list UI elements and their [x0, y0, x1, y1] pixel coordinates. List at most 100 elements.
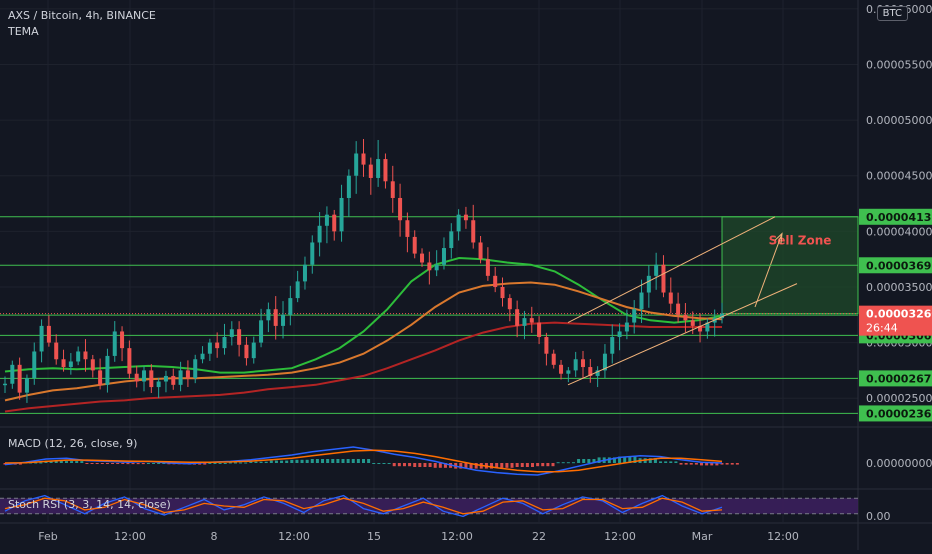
- macd-histogram-bar: [423, 463, 427, 467]
- macd-histogram-bar: [331, 459, 335, 463]
- macd-histogram-bar: [321, 459, 325, 463]
- candle-body: [427, 262, 432, 271]
- candle-body: [61, 359, 66, 368]
- currency-button[interactable]: BTC: [876, 6, 908, 21]
- candle-body: [646, 275, 651, 293]
- macd-histogram-bar: [730, 463, 734, 465]
- candle-body: [720, 313, 724, 319]
- macd-histogram-bar: [39, 462, 43, 464]
- macd-histogram-bar: [218, 463, 222, 464]
- macd-histogram-bar: [146, 463, 150, 464]
- macd-histogram-bar: [505, 463, 509, 468]
- macd-histogram-bar: [315, 459, 319, 463]
- macd-histogram-bar: [689, 463, 693, 465]
- candle-body: [83, 351, 88, 360]
- macd-histogram-bar: [105, 463, 109, 464]
- macd-histogram-bar: [274, 460, 278, 463]
- macd-histogram-bar: [80, 461, 84, 463]
- macd-histogram-bar: [674, 461, 678, 463]
- macd-histogram-bar: [336, 459, 340, 463]
- macd-histogram-bar: [464, 463, 468, 469]
- macd-histogram-bar: [443, 463, 447, 468]
- moving-average-line: [4, 321, 722, 413]
- macd-histogram-bar: [551, 463, 555, 467]
- macd-histogram-bar: [198, 463, 202, 465]
- candle-body: [551, 353, 556, 365]
- macd-histogram-bar: [116, 463, 120, 464]
- sell-zone-arrowhead: [774, 232, 783, 244]
- macd-histogram-bar: [541, 463, 545, 467]
- candle-body: [112, 331, 117, 356]
- macd-axis-label: 0.00000000: [866, 457, 932, 470]
- candle-body: [259, 320, 264, 343]
- candle-body: [90, 359, 95, 371]
- time-tick-label: 12:00: [604, 530, 636, 543]
- macd-histogram-bar: [152, 463, 156, 464]
- price-tick-label: 0.00003500: [866, 281, 932, 294]
- candle-body: [398, 197, 403, 221]
- macd-histogram-bar: [531, 463, 535, 467]
- candle-body: [24, 378, 29, 393]
- candle-body: [705, 322, 710, 332]
- macd-histogram-bar: [310, 459, 314, 463]
- candle-body: [178, 370, 183, 385]
- candle-body: [156, 381, 161, 388]
- candle-body: [610, 337, 615, 354]
- candle-body: [222, 337, 227, 349]
- candle-body: [456, 214, 461, 232]
- candle-body: [463, 214, 468, 221]
- macd-histogram-bar: [239, 462, 243, 464]
- macd-histogram-bar: [341, 459, 345, 463]
- current-price-tag: [859, 305, 932, 336]
- candle-body: [595, 370, 600, 376]
- macd-histogram-bar: [59, 460, 63, 463]
- macd-histogram-bar: [495, 463, 499, 468]
- candle-body: [361, 153, 366, 165]
- candle-body: [273, 309, 278, 326]
- macd-histogram-bar: [90, 463, 94, 464]
- macd-histogram-bar: [203, 463, 207, 465]
- macd-histogram-bar: [694, 463, 698, 465]
- macd-histogram-bar: [500, 463, 504, 468]
- candle-body: [237, 329, 242, 345]
- macd-histogram-bar: [356, 459, 360, 463]
- price-level-tag: [859, 370, 932, 387]
- macd-histogram-bar: [64, 461, 68, 463]
- macd-histogram-bar: [249, 461, 253, 463]
- macd-histogram-bar: [715, 463, 719, 466]
- candle-body: [529, 318, 534, 323]
- candle-body: [617, 331, 622, 338]
- price-level-tag-label: 0.00003695: [866, 259, 932, 272]
- macd-histogram-bar: [623, 456, 627, 463]
- candle-body: [98, 370, 103, 385]
- candle-body: [683, 314, 688, 321]
- rsi-band: [0, 498, 858, 514]
- time-tick-label: Mar: [692, 530, 713, 543]
- time-tick-label: 12:00: [767, 530, 799, 543]
- candle-body: [639, 292, 644, 310]
- macd-histogram-bar: [669, 461, 673, 463]
- macd-histogram-bar: [618, 456, 622, 463]
- candle-body: [281, 314, 286, 326]
- price-tick-label: 0.00005000: [866, 114, 932, 127]
- macd-histogram-bar: [372, 463, 376, 464]
- macd-pane: [3, 446, 739, 476]
- price-level-tag: [859, 208, 932, 225]
- candle-body: [368, 164, 373, 178]
- macd-histogram-bar: [223, 463, 227, 464]
- current-price-label: 0.00003260: [866, 308, 932, 321]
- time-tick-label: 22: [532, 530, 546, 543]
- candle-body: [383, 159, 388, 182]
- macd-histogram-bar: [387, 463, 391, 464]
- macd-histogram-bar: [587, 459, 591, 463]
- candle-body: [441, 248, 446, 265]
- price-tick-label: 0.00004500: [866, 170, 932, 183]
- macd-histogram-bar: [290, 459, 294, 463]
- macd-histogram-bar: [561, 462, 565, 464]
- macd-histogram-bar: [126, 463, 130, 465]
- candle-body: [354, 153, 359, 176]
- macd-histogram-bar: [213, 463, 217, 464]
- macd-histogram-bar: [162, 463, 166, 464]
